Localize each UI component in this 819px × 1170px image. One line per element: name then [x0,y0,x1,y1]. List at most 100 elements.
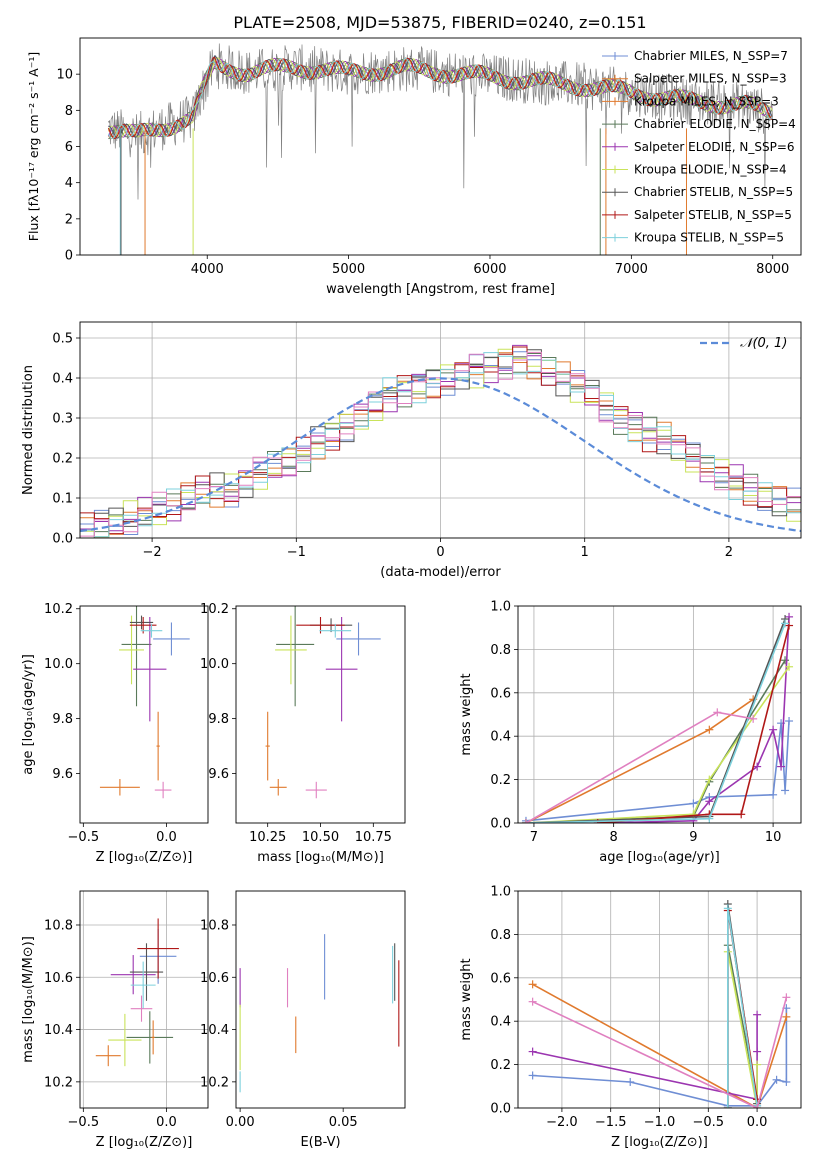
x-axis-label: mass [log₁₀(M/M⊙)] [257,850,384,865]
tick-label: 10.0 [200,657,229,672]
plot-area [107,43,774,255]
tick-label: 7000 [615,262,648,277]
tick-label: 6000 [473,262,506,277]
axes-age-vs-Z: −0.5 0.0 9.6 9.8 10.0 10.2 Z [log₁₀(Z/Z⊙)] age … [21,602,209,865]
tick-label: 7 [530,830,538,845]
axes-frame [235,605,406,824]
legend-entry: Chabrier ELODIE, N_SSP=4 [634,117,796,131]
tick-label: 0.0 [156,1115,177,1130]
tick-label: 0.2 [52,452,73,467]
axes-spectrum: 4000 5000 6000 7000 8000 0 2 4 6 8 10 wavelength [A… [26,37,802,297]
tick-label: 10 [765,830,782,845]
legend-entry: Salpeter STELIB, N_SSP=5 [634,208,792,222]
legend-entry: Chabrier STELIB, N_SSP=5 [634,185,793,199]
tick-label: −0.5 [68,1115,100,1130]
y-axis-label: mass weight [459,958,474,1040]
tick-label: 0.6 [490,686,511,701]
tick-label: 0.4 [490,1015,511,1030]
axes-frame [517,605,802,824]
tick-label: 0.0 [747,1115,768,1130]
plot-area [80,891,208,1108]
tick-label: 0.2 [490,773,511,788]
y-axis-label: Flux [fλ10⁻¹⁷ erg cm⁻² s⁻¹ A⁻¹] [26,52,41,241]
y-axis-label: Normed distribution [21,365,36,495]
plot-area [518,606,801,823]
tick-label: 2 [725,545,733,560]
plot-area [518,891,801,1108]
histogram-step-pink [80,351,801,537]
tick-label: −1 [287,545,306,560]
series-line-sm [525,698,754,823]
axes-age-vs-mass: 10.25 10.50 10.75 9.6 9.8 10.0 10.2 mass [log₁₀… [200,602,406,865]
tick-label: 0.0 [490,817,511,832]
x-axis-label: Z [log₁₀(Z/Z⊙)] [96,1135,193,1150]
tick-label: 0.8 [490,643,511,658]
tick-label: 0 [65,249,73,264]
tick-label: 0.05 [329,1115,358,1130]
x-axis-label: Z [log₁₀(Z/Z⊙)] [611,1135,708,1150]
tick-label: 4000 [191,262,224,277]
tick-label: 10.2 [200,1075,229,1090]
tick-label: 4 [65,176,73,191]
series-line-ke [525,666,790,823]
series-line-sm [532,983,788,1108]
tick-label: 10.75 [355,830,392,845]
legend-entry: Kroupa STELIB, N_SSP=5 [634,231,784,245]
tick-label: 0.5 [52,332,73,347]
x-axis-label: age [log₁₀(age/yr)] [599,850,720,865]
tick-label: 10.50 [302,830,339,845]
model-spectrum-ss [107,56,773,139]
tick-label: 10.6 [44,971,73,986]
legend-entry: Salpeter ELODIE, N_SSP=6 [634,140,795,154]
axes-frame [79,321,802,539]
tick-label: −1.5 [595,1115,627,1130]
y-axis-label: mass [log₁₀(M/M⊙)] [21,936,36,1063]
axes-residuals: −2 −1 0 1 2 0.0 0.1 0.2 0.3 0.4 0.5 (data-model)/er… [21,321,802,580]
tick-label: −2.0 [546,1115,578,1130]
tick-label: 0.0 [490,1102,511,1117]
legend-entry: Kroupa ELODIE, N_SSP=4 [634,163,787,177]
tick-label: 10.4 [44,1023,73,1038]
normal-curve [80,377,801,533]
tick-label: 0.1 [52,492,73,507]
axes-frame [79,605,209,824]
axes-mass-vs-ebv: 0.00 0.05 10.2 10.4 10.6 10.8 E(B-V) [200,890,406,1150]
tick-label: 0.0 [156,830,177,845]
tick-label: 10.2 [200,602,229,617]
histogram-step-ks [80,352,801,538]
series-line-ke [727,951,758,1108]
tick-label: 0.4 [52,372,73,387]
tick-label: 10.4 [200,1023,229,1038]
tick-label: 2 [65,212,73,227]
tick-label: 0.6 [490,971,511,986]
y-axis-label: age [log₁₀(age/yr)] [21,654,36,775]
axes-massweight-vs-Z: −2.0 −1.5 −1.0 −0.5 0.0 0.0 0.2 0.4 0.6 0.8 1.0 Z [… [459,885,802,1150]
legend-entry: Salpeter MILES, N_SSP=3 [634,72,787,86]
tick-label: 0.00 [226,1115,255,1130]
tick-label: 1.0 [490,885,511,900]
axes-frame [517,890,802,1109]
tick-label: 8 [610,830,618,845]
tick-label: 8 [65,104,73,119]
model-spectrum-cs [108,55,773,139]
plot-area [239,934,400,1093]
y-axis-label: mass weight [459,673,474,755]
series-line-se [532,1014,758,1101]
axes-frame [79,890,209,1109]
tick-label: 5000 [332,262,365,277]
x-axis-label: (data-model)/error [380,565,501,580]
tick-label: 0.0 [52,532,73,547]
tick-label: 10.2 [44,602,73,617]
legend-entry: Kroupa MILES, N_SSP=3 [634,94,779,108]
tick-label: 8000 [756,262,789,277]
tick-label: 10.8 [200,918,229,933]
tick-label: 9.6 [52,767,73,782]
axes-frame [235,890,406,1109]
plot-area [265,606,381,799]
tick-label: 0.2 [490,1058,511,1073]
model-spectrum-ks [107,58,773,140]
legend-entry: Chabrier MILES, N_SSP=7 [634,49,788,63]
tick-label: 10.8 [44,918,73,933]
